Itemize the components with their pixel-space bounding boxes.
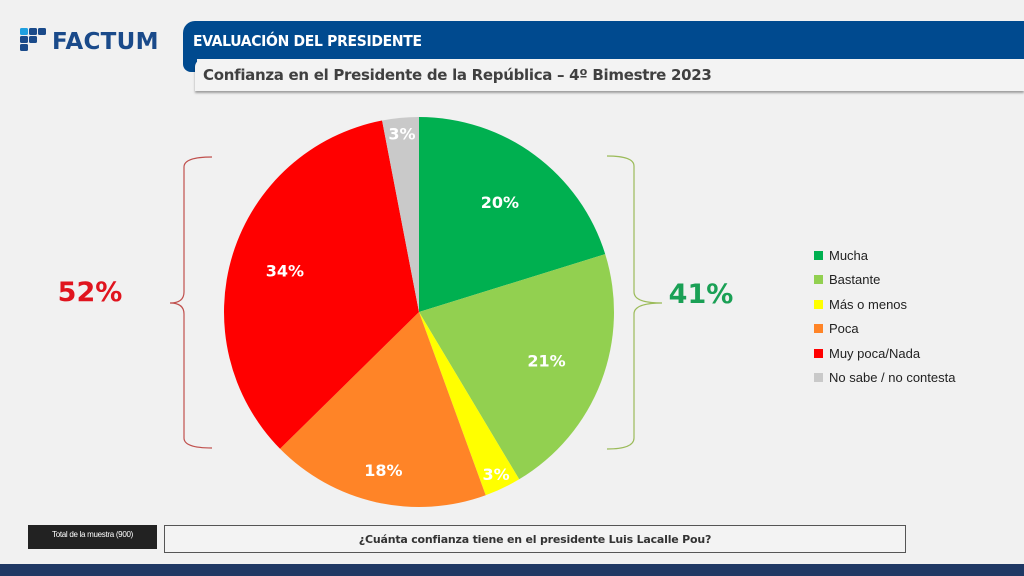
legend-swatch — [814, 324, 823, 334]
header-band — [183, 21, 1024, 59]
legend-item: No sabe / no contesta — [814, 366, 955, 391]
legend-swatch — [814, 373, 823, 383]
factum-grid-logo-icon — [20, 28, 48, 56]
slice-data-label: 34% — [266, 261, 304, 280]
pie-slice-no-sabe-no-contesta — [382, 117, 419, 312]
pie-slice-más-o-menos — [419, 312, 520, 496]
pie-slice-muy-poca-nada — [223, 120, 419, 449]
footer-bar — [0, 564, 1024, 576]
legend-item: Muy poca/Nada — [814, 341, 955, 366]
pie-slices — [223, 117, 614, 508]
legend-label: No sabe / no contesta — [829, 370, 956, 386]
slice-data-label: 3% — [388, 124, 415, 143]
logo-text: FACTUM — [52, 29, 159, 55]
section-title: EVALUACIÓN DEL PRESIDENTE — [193, 32, 422, 50]
legend-label: Más o menos — [829, 296, 908, 312]
subtitle-box — [195, 59, 1024, 91]
pie-slice-labels: 20% 21% 3% 18% 34% 3% — [266, 124, 566, 484]
pie-slice-mucha — [419, 117, 606, 312]
factum-logo: FACTUM — [20, 28, 159, 56]
legend-item: Poca — [814, 317, 955, 342]
legend-label: Mucha — [829, 247, 869, 263]
slice-data-label: 18% — [364, 461, 402, 480]
survey-question: ¿Cuánta confianza tiene en el presidente… — [164, 525, 906, 553]
legend-swatch — [814, 275, 823, 285]
sample-size-label: Total de la muestra (900) — [28, 525, 157, 549]
slice-data-label: 21% — [527, 352, 565, 371]
left-brace — [169, 156, 213, 449]
annotation-negative-total: 52% — [58, 277, 123, 308]
pie-slice-poca — [280, 312, 486, 508]
legend-item: Más o menos — [814, 292, 955, 317]
annotation-positive-total: 41% — [669, 279, 734, 310]
chart-legend: Mucha Bastante Más o menos Poca Muy poca/Nad… — [814, 243, 955, 390]
legend-item: Mucha — [814, 243, 955, 268]
right-brace — [606, 155, 663, 450]
legend-label: Bastante — [829, 272, 881, 288]
chart-subtitle: Confianza en el Presidente de la Repúbli… — [203, 66, 712, 84]
pie-slice-bastante — [419, 254, 614, 480]
legend-label: Muy poca/Nada — [829, 345, 921, 361]
slice-data-label: 3% — [483, 465, 510, 484]
slice-data-label: 20% — [481, 193, 519, 212]
legend-swatch — [814, 348, 823, 358]
legend-swatch — [814, 299, 823, 309]
legend-swatch — [814, 250, 823, 260]
header-band-tail — [183, 50, 197, 72]
legend-label: Poca — [829, 321, 859, 337]
legend-item: Bastante — [814, 268, 955, 293]
